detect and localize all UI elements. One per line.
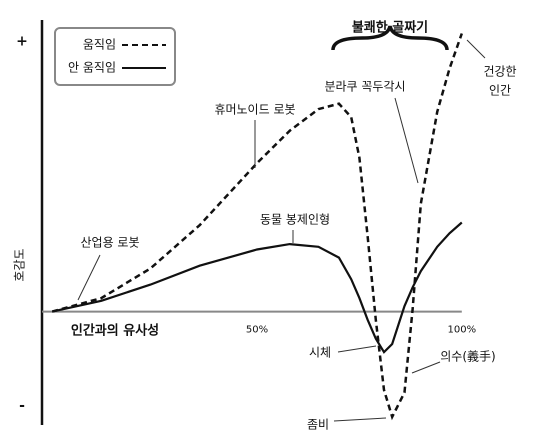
x-tick-label: 100%	[448, 325, 477, 336]
legend-label: 움직임	[83, 38, 116, 52]
legend-label: 안 움직임	[68, 61, 116, 75]
leader-line	[394, 97, 419, 184]
annotation: 휴머노이드 로봇	[214, 103, 295, 117]
leader-line	[337, 345, 377, 353]
annotation: 의수(義手)	[440, 349, 495, 364]
x-axis-label: 인간과의 유사성	[71, 323, 159, 339]
series-line	[51, 221, 463, 354]
legend-box	[54, 27, 176, 86]
annotation: 시체	[309, 346, 331, 360]
annotation: 불쾌한 골짜기	[352, 20, 428, 36]
annotation: 인간	[489, 84, 511, 98]
annotation: 분라쿠 꼭두각시	[324, 80, 405, 94]
x-tick-label: 50%	[246, 325, 268, 336]
y-tick-label: +	[16, 34, 28, 50]
brace	[331, 25, 449, 51]
leader-line	[77, 254, 101, 301]
annotation: 동물 봉제인형	[260, 213, 330, 227]
annotation: 건강한	[483, 65, 516, 79]
y-tick-label: -	[19, 398, 25, 414]
series-line	[51, 33, 463, 421]
annotation: 좀비	[307, 418, 329, 432]
y-axis-label: 호감도	[13, 248, 27, 281]
leader-line	[466, 39, 486, 59]
leader-line	[333, 417, 387, 422]
leader-line	[411, 361, 441, 374]
annotation: 산업용 로봇	[80, 236, 139, 250]
